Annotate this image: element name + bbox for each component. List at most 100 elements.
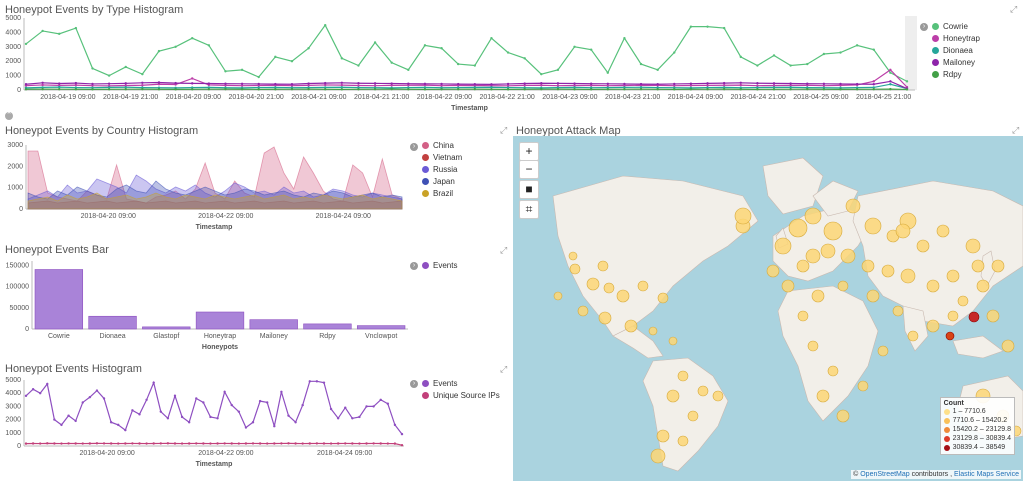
draw-rectangle-icon[interactable]: ■ [519, 180, 539, 199]
attribution-osm-link[interactable]: OpenStreetMap [860, 471, 910, 478]
series-line-mailoney-point [207, 82, 211, 85]
series-line-1-point [258, 442, 262, 445]
series-line-rdpy-point [240, 88, 244, 91]
fit-bounds-icon[interactable]: ⌗ [519, 200, 539, 219]
x-tick-label: 2018-04-22 09:00 [198, 213, 253, 220]
series-line-cowrie-point [257, 75, 260, 79]
map-legend-label: 23129.8 – 30839.4 [952, 435, 1011, 442]
attack-marker [712, 390, 724, 402]
attack-marker [687, 410, 699, 422]
attribution-text: contributors , [911, 471, 953, 478]
series-line-0-point [138, 413, 141, 416]
legend-item[interactable]: Vietnam [422, 151, 462, 163]
map-legend-label: 30839.4 – 38549 [952, 444, 1006, 451]
zoom-out-button[interactable]: − [519, 160, 539, 179]
map-legend-label: 7710.6 – 15420.2 [952, 417, 1008, 424]
attack-marker [976, 279, 990, 293]
series-line-cowrie-point [556, 68, 560, 72]
series-line-mailoney-point [490, 83, 493, 86]
map-legend-item: 30839.4 – 38549 [943, 443, 1011, 452]
legend-toggle-icon[interactable]: › [920, 23, 928, 31]
series-line-mailoney-point [673, 82, 676, 86]
legend-dot-icon [422, 177, 429, 185]
legend-toggle-icon[interactable]: › [410, 380, 418, 388]
series-line-dionaea-point [58, 85, 61, 89]
legend-toggle-icon[interactable]: › [410, 262, 418, 270]
legend-item[interactable]: Russia [422, 163, 462, 175]
series-line-dionaea-point [324, 86, 327, 89]
series-line-mailoney-point [174, 81, 177, 85]
expand-icon[interactable]: ⤢ [500, 125, 508, 135]
legend-label: Events [433, 260, 458, 270]
x-tick-label: 2018-04-21 09:00 [291, 94, 346, 101]
series-line-rdpy-point [274, 88, 277, 91]
series-line-dionaea-point [490, 86, 493, 89]
map-canvas[interactable]: + − ■ ⌗ Count 1 – 7710.6 7710.6 – 15420.2… [513, 136, 1023, 481]
expand-icon[interactable]: ⤢ [1010, 4, 1018, 14]
series-line-0-point [74, 419, 77, 423]
series-line-cowrie-point [157, 49, 161, 53]
series-line-rdpy-point [872, 88, 875, 91]
series-line-rdpy-point [589, 88, 593, 91]
country-histogram-panel: Honeypot Events by Country Histogram ⤢ 3… [0, 121, 512, 239]
x-tick-label: 2018-04-20 09:00 [81, 213, 136, 220]
series-line-0-point [102, 397, 106, 400]
legend-item[interactable]: Rdpy [932, 68, 980, 80]
collapse-toggle-icon[interactable]: ⌃ [5, 112, 13, 120]
series-line-mailoney-point [889, 80, 892, 83]
expand-icon[interactable]: ⤢ [1012, 125, 1020, 135]
map-legend-item: 7710.6 – 15420.2 [943, 416, 1011, 425]
y-tick-label: 2000 [5, 58, 21, 65]
series-line-0-point [117, 423, 120, 427]
bar-glastopf [142, 326, 191, 330]
legend-item[interactable]: Mailoney [932, 56, 980, 68]
x-tick-label: 2018-04-22 09:00 [417, 94, 472, 101]
attack-marker [926, 279, 940, 293]
attack-marker [656, 429, 670, 443]
series-line-honeytrap [25, 69, 908, 88]
series-line-1-point [117, 442, 120, 445]
y-tick-label: 1000 [5, 430, 21, 437]
series-line-cowrie-point [822, 52, 826, 56]
expand-icon[interactable]: ⤢ [500, 245, 508, 255]
series-line-1-point [301, 442, 304, 445]
series-line-rdpy-point [889, 87, 892, 91]
series-line-mailoney-point [739, 81, 742, 85]
legend-item[interactable]: Unique Source IPs [422, 389, 500, 401]
series-line-dionaea-point [340, 86, 344, 89]
attack-marker [637, 280, 649, 292]
legend-item[interactable]: Dionaea [932, 44, 980, 56]
series-line-0-point [109, 421, 113, 424]
series-line-cowrie-point [739, 55, 742, 59]
legend-item[interactable]: Brazil [422, 187, 462, 199]
legend-item[interactable]: Events [422, 377, 500, 389]
series-line-dionaea-point [889, 83, 892, 86]
series-line-cowrie-point [390, 61, 393, 64]
zoom-in-button[interactable]: + [519, 142, 539, 161]
attribution-ems-link[interactable]: Elastic Maps Service [954, 471, 1019, 478]
legend-item[interactable]: Japan [422, 175, 462, 187]
expand-icon[interactable]: ⤢ [500, 364, 508, 374]
type-histogram-chart: 5000 4000 3000 2000 1000 0 2018-04-19 09:00 201… [5, 15, 917, 112]
series-line-cowrie-point [839, 51, 842, 54]
series-line-cowrie-point [473, 64, 477, 67]
series-line-rdpy-point [839, 88, 842, 91]
series-line-0-point [308, 380, 311, 383]
series-line-0-point [173, 394, 177, 398]
y-tick-label: 3000 [5, 403, 21, 410]
legend-item[interactable]: Honeytrap [932, 32, 980, 44]
bar-honeytrap [195, 311, 245, 330]
series-line-rdpy-point [373, 88, 377, 91]
legend-item[interactable]: Events [422, 259, 457, 271]
series-line-rdpy-point [689, 88, 693, 91]
x-tick-label: 2018-04-20 09:00 [79, 450, 134, 457]
legend-item[interactable]: China [422, 139, 462, 151]
series-line-honeytrap-point [307, 84, 310, 87]
series-line-1-point [372, 442, 375, 445]
attack-marker [657, 292, 669, 304]
attack-marker [820, 243, 836, 259]
series-line-cowrie-point [889, 71, 892, 74]
legend-item[interactable]: Cowrie [932, 20, 980, 32]
series-line-1-point [344, 442, 347, 445]
legend-toggle-icon[interactable]: › [410, 143, 418, 151]
